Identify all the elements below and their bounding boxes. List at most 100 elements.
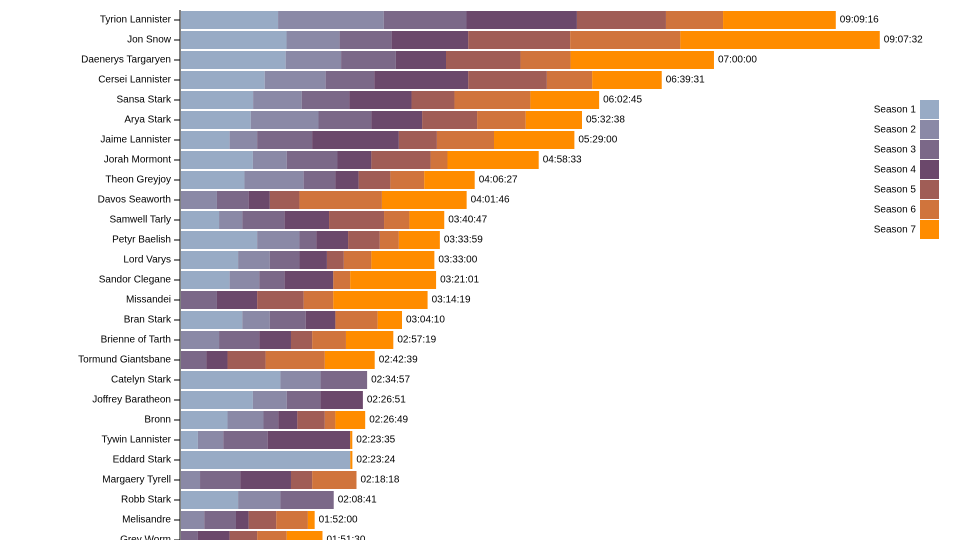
bar-segment-season-4[interactable]	[466, 11, 577, 29]
bar-segment-season-4[interactable]	[320, 391, 363, 409]
bar-segment-season-4[interactable]	[216, 291, 258, 309]
bar-segment-season-6[interactable]	[303, 291, 334, 309]
bar-segment-season-5[interactable]	[422, 111, 478, 129]
bar-segment-season-3[interactable]	[286, 391, 321, 409]
bar-segment-season-6[interactable]	[333, 271, 351, 289]
bar-segment-season-6[interactable]	[343, 251, 372, 269]
bar-segment-season-1[interactable]	[181, 211, 220, 229]
bar-segment-season-2[interactable]	[181, 511, 205, 529]
bar-segment-season-5[interactable]	[229, 531, 258, 540]
bar-segment-season-3[interactable]	[269, 251, 300, 269]
bar-segment-season-7[interactable]	[447, 151, 539, 169]
bar-segment-season-4[interactable]	[312, 131, 399, 149]
bar-segment-season-4[interactable]	[235, 511, 249, 529]
bar-segment-season-1[interactable]	[181, 491, 239, 509]
bar-segment-season-4[interactable]	[278, 411, 298, 429]
bar-segment-season-3[interactable]	[269, 311, 306, 329]
bar-segment-season-2[interactable]	[286, 31, 340, 49]
bar-segment-season-3[interactable]	[339, 31, 392, 49]
bar-segment-season-7[interactable]	[350, 271, 437, 289]
bar-segment-season-3[interactable]	[263, 411, 279, 429]
bar-segment-season-7[interactable]	[307, 511, 315, 529]
bar-segment-season-7[interactable]	[525, 111, 582, 129]
bar-segment-season-6[interactable]	[324, 411, 336, 429]
bar-segment-season-7[interactable]	[345, 331, 394, 349]
bar-segment-season-3[interactable]	[303, 171, 336, 189]
bar-segment-season-5[interactable]	[227, 351, 266, 369]
bar-segment-season-6[interactable]	[546, 71, 593, 89]
bar-segment-season-7[interactable]	[680, 31, 880, 49]
bar-segment-season-5[interactable]	[290, 471, 313, 489]
bar-segment-season-6[interactable]	[520, 51, 571, 69]
bar-segment-season-7[interactable]	[371, 251, 435, 269]
bar-segment-season-5[interactable]	[446, 51, 521, 69]
legend-item[interactable]: Season 5	[874, 180, 939, 199]
bar-segment-season-7[interactable]	[286, 531, 323, 540]
bar-segment-season-4[interactable]	[299, 251, 327, 269]
bar-segment-season-2[interactable]	[285, 51, 342, 69]
bar-segment-season-4[interactable]	[335, 171, 359, 189]
bar-segment-season-3[interactable]	[280, 491, 334, 509]
bar-segment-season-6[interactable]	[665, 11, 724, 29]
bar-segment-season-1[interactable]	[181, 31, 287, 49]
bar-segment-season-2[interactable]	[238, 251, 270, 269]
bar-segment-season-3[interactable]	[181, 531, 198, 540]
bar-segment-season-6[interactable]	[265, 351, 325, 369]
bar-segment-season-1[interactable]	[181, 11, 279, 29]
bar-segment-season-4[interactable]	[248, 191, 270, 209]
bar-segment-season-7[interactable]	[570, 51, 714, 69]
bar-segment-season-4[interactable]	[197, 531, 230, 540]
bar-segment-season-6[interactable]	[335, 311, 378, 329]
bar-segment-season-3[interactable]	[259, 271, 285, 289]
bar-segment-season-5[interactable]	[411, 91, 455, 109]
bar-segment-season-5[interactable]	[348, 231, 380, 249]
bar-segment-season-2[interactable]	[197, 431, 224, 449]
bar-segment-season-2[interactable]	[253, 91, 302, 109]
bar-segment-season-3[interactable]	[181, 351, 207, 369]
bar-segment-season-2[interactable]	[250, 111, 319, 129]
bar-segment-season-2[interactable]	[264, 71, 326, 89]
bar-segment-season-5[interactable]	[297, 411, 325, 429]
bar-segment-season-7[interactable]	[494, 131, 575, 149]
bar-segment-season-7[interactable]	[333, 291, 428, 309]
bar-segment-season-7[interactable]	[424, 171, 475, 189]
bar-segment-season-2[interactable]	[181, 331, 220, 349]
bar-segment-season-4[interactable]	[391, 31, 469, 49]
bar-segment-season-6[interactable]	[379, 231, 399, 249]
bar-segment-season-5[interactable]	[576, 11, 666, 29]
bar-segment-season-3[interactable]	[200, 471, 241, 489]
bar-segment-season-1[interactable]	[181, 411, 228, 429]
bar-segment-season-2[interactable]	[227, 411, 264, 429]
bar-segment-season-6[interactable]	[312, 331, 346, 349]
bar-segment-season-1[interactable]	[181, 91, 254, 109]
bar-segment-season-3[interactable]	[216, 191, 249, 209]
legend-item[interactable]: Season 1	[874, 100, 939, 119]
bar-segment-season-5[interactable]	[326, 251, 344, 269]
bar-segment-season-4[interactable]	[395, 51, 447, 69]
bar-segment-season-5[interactable]	[290, 331, 313, 349]
bar-segment-season-1[interactable]	[181, 151, 253, 169]
bar-segment-season-7[interactable]	[350, 451, 353, 469]
bar-segment-season-3[interactable]	[318, 111, 372, 129]
bar-segment-season-3[interactable]	[341, 51, 396, 69]
bar-segment-season-3[interactable]	[286, 151, 338, 169]
bar-segment-season-7[interactable]	[350, 431, 353, 449]
bar-segment-season-4[interactable]	[240, 471, 291, 489]
bar-segment-season-1[interactable]	[181, 111, 251, 129]
bar-segment-season-3[interactable]	[301, 91, 350, 109]
bar-segment-season-6[interactable]	[436, 131, 495, 149]
bar-segment-season-4[interactable]	[337, 151, 372, 169]
bar-segment-season-1[interactable]	[181, 431, 198, 449]
bar-segment-season-1[interactable]	[181, 451, 351, 469]
bar-segment-season-1[interactable]	[181, 271, 230, 289]
bar-segment-season-1[interactable]	[181, 51, 286, 69]
bar-segment-season-7[interactable]	[723, 11, 836, 29]
bar-segment-season-1[interactable]	[181, 311, 243, 329]
bar-segment-season-1[interactable]	[181, 171, 245, 189]
bar-segment-season-5[interactable]	[398, 131, 437, 149]
bar-segment-season-3[interactable]	[219, 331, 260, 349]
bar-segment-season-4[interactable]	[371, 111, 423, 129]
bar-segment-season-4[interactable]	[259, 331, 291, 349]
bar-segment-season-7[interactable]	[377, 311, 403, 329]
bar-segment-season-6[interactable]	[276, 511, 308, 529]
